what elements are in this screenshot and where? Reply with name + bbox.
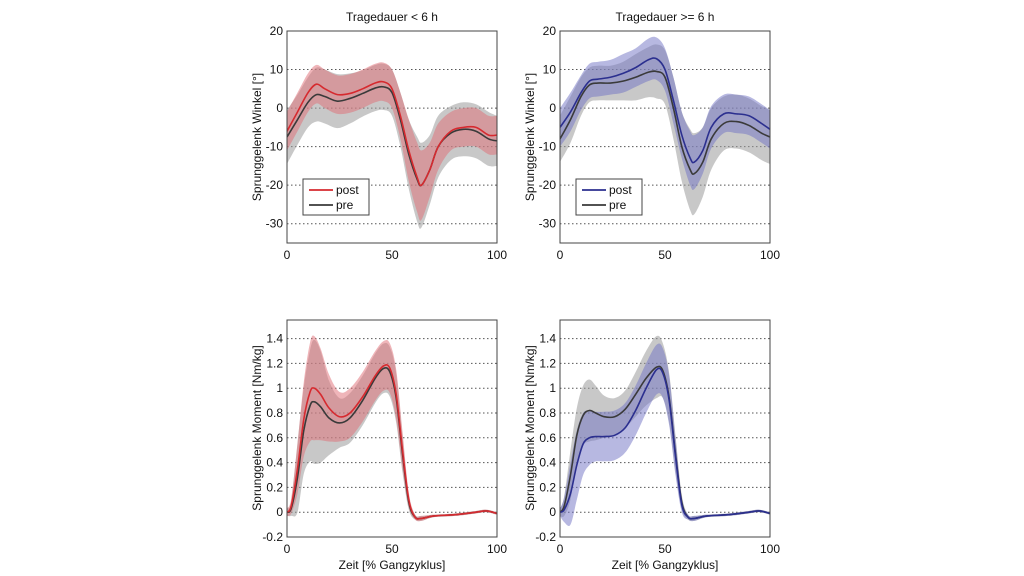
y-tick-label: 10 [270, 63, 284, 77]
series-line-post [287, 364, 497, 520]
y-tick-label: 0 [549, 505, 556, 519]
y-tick-label: -10 [539, 140, 557, 154]
y-axis-label: Sprunggelenk Winkel [°] [250, 73, 264, 201]
y-tick-label: 1.2 [266, 356, 283, 370]
y-tick-label: 0.8 [266, 406, 283, 420]
x-tick-label: 100 [487, 248, 507, 262]
x-tick-label: 0 [557, 542, 564, 556]
axes-frame [286, 319, 498, 538]
x-tick-label: 50 [658, 248, 672, 262]
y-tick-label: 1.2 [539, 356, 556, 370]
series-line-post [560, 367, 770, 520]
y-tick-label: 0.6 [266, 431, 283, 445]
y-tick-label: 0 [549, 101, 556, 115]
panel-title: Tragedauer >= 6 h [616, 10, 715, 24]
axes-frame [559, 319, 771, 538]
series-line-pre [560, 70, 770, 175]
y-axis-label: Sprunggelenk Moment [Nm/kg] [250, 345, 264, 510]
y-axis-label: Sprunggelenk Moment [Nm/kg] [523, 345, 537, 510]
y-tick-label: 0.2 [539, 480, 556, 494]
x-axis-label: Zeit [% Gangzyklus] [339, 558, 446, 572]
y-tick-label: 0.8 [539, 406, 556, 420]
panel-top-right: Tragedauer >= 6 h Sprunggelenk Winkel [°… [523, 10, 780, 262]
y-tick-label: 1 [549, 381, 556, 395]
x-tick-label: 100 [760, 248, 780, 262]
axes-frame [559, 30, 771, 244]
y-tick-label: -20 [266, 178, 284, 192]
y-tick-label: -0.2 [535, 530, 556, 544]
y-tick-label: 1.4 [539, 332, 556, 346]
y-tick-label: -30 [266, 217, 284, 231]
y-tick-label: 1.4 [266, 332, 283, 346]
x-tick-label: 100 [487, 542, 507, 556]
y-tick-label: -0.2 [262, 530, 283, 544]
y-tick-label: 0.4 [266, 456, 283, 470]
x-axis-label: Zeit [% Gangzyklus] [612, 558, 719, 572]
legend-label-post: post [336, 183, 359, 197]
series-line-post [287, 80, 497, 187]
x-tick-label: 50 [658, 542, 672, 556]
x-tick-label: 50 [385, 248, 399, 262]
y-tick-label: 20 [270, 24, 284, 38]
y-tick-label: 10 [543, 63, 557, 77]
x-tick-label: 0 [557, 248, 564, 262]
sd-band-post [560, 36, 770, 191]
y-tick-label: 1 [276, 381, 283, 395]
y-tick-label: -20 [539, 178, 557, 192]
legend-label-post: post [609, 183, 632, 197]
axes-frame [286, 30, 498, 244]
x-tick-label: 0 [284, 248, 291, 262]
y-tick-label: 0 [276, 101, 283, 115]
legend-box [302, 178, 370, 216]
legend-label-pre: pre [609, 198, 627, 212]
panel-bottom-left: Sprunggelenk Moment [Nm/kg] Zeit [% Gang… [250, 319, 507, 572]
y-tick-label: 0 [276, 505, 283, 519]
y-tick-label: -30 [539, 217, 557, 231]
panel-bottom-right: Sprunggelenk Moment [Nm/kg] Zeit [% Gang… [523, 319, 780, 572]
series-line-post [560, 57, 770, 164]
y-axis-label: Sprunggelenk Winkel [°] [523, 73, 537, 201]
x-tick-label: 50 [385, 542, 399, 556]
legend-label-pre: pre [336, 198, 354, 212]
y-tick-label: 0.4 [539, 456, 556, 470]
y-tick-label: 20 [543, 24, 557, 38]
x-tick-label: 0 [284, 542, 291, 556]
legend-box [575, 178, 643, 216]
y-tick-label: -10 [266, 140, 284, 154]
series-line-pre [287, 85, 497, 187]
panel-title: Tragedauer < 6 h [346, 10, 438, 24]
panel-top-left: Tragedauer < 6 h Sprunggelenk Winkel [°]… [250, 10, 507, 262]
y-tick-label: 0.2 [266, 480, 283, 494]
y-tick-label: 0.6 [539, 431, 556, 445]
x-tick-label: 100 [760, 542, 780, 556]
